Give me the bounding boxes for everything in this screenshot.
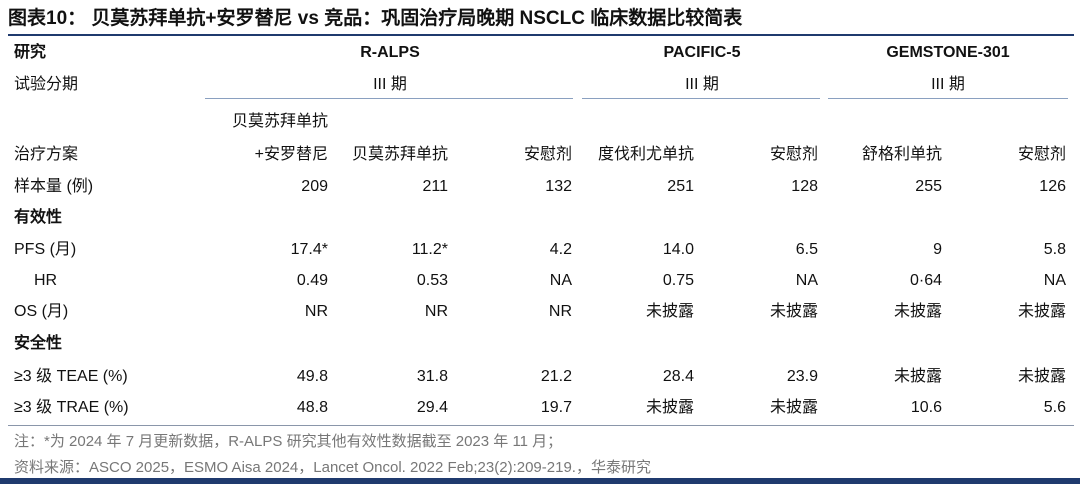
table-cell: 48.8 — [296, 399, 328, 416]
table-cell: 10.6 — [910, 399, 942, 416]
source-note: 资料来源：ASCO 2025，ESMO Aisa 2024，Lancet Onc… — [14, 459, 651, 476]
table-cell: 17.4* — [290, 241, 328, 258]
table-cell: 11.2* — [411, 241, 448, 258]
row-label: ≥3 级 TRAE (%) — [14, 399, 129, 416]
study-row-label: 研究 — [14, 44, 47, 61]
table-cell: NR — [548, 303, 572, 320]
phase-pacific-5: III 期 — [685, 76, 719, 93]
group-underline-pacific-5 — [582, 98, 820, 99]
regimen-label: 治疗方案 — [14, 146, 79, 163]
phase-label: 试验分期 — [14, 76, 79, 93]
section-heading-safety: 安全性 — [14, 335, 63, 352]
table-cell: 28.4 — [662, 368, 694, 385]
table-cell: 126 — [1039, 178, 1066, 195]
row-label: PFS (月) — [14, 241, 77, 258]
table-cell: 29.4 — [416, 399, 448, 416]
title-rule — [8, 34, 1074, 36]
regimen-arm: 度伐利尤单抗 — [597, 146, 694, 163]
phase-gemstone-301: III 期 — [931, 76, 965, 93]
table-cell: 未披露 — [1017, 368, 1066, 385]
table-cell: 21.2 — [540, 368, 572, 385]
table-cell: 132 — [545, 178, 572, 195]
table-cell: 未披露 — [645, 399, 694, 416]
study-r-alps: R-ALPS — [360, 44, 420, 61]
table-cell: 14.0 — [662, 241, 694, 258]
row-label: HR — [34, 272, 58, 289]
study-pacific-5: PACIFIC-5 — [663, 44, 741, 61]
table-bottom-rule — [8, 425, 1074, 426]
footnote: 注：*为 2024 年 7 月更新数据，R-ALPS 研究其他有效性数据截至 2… — [14, 433, 563, 450]
table-cell: 未披露 — [893, 368, 942, 385]
table-cell: 209 — [301, 178, 328, 195]
section-heading-efficacy: 有效性 — [14, 209, 63, 226]
regimen-combo-line2: +安罗替尼 — [254, 146, 328, 163]
table-cell: 0.53 — [416, 272, 448, 289]
table-cell: 4.2 — [549, 241, 572, 258]
regimen-combo-line1: 贝莫苏拜单抗 — [231, 113, 328, 130]
table-cell: NA — [795, 272, 818, 289]
table-cell: 251 — [667, 178, 694, 195]
row-label: 样本量 (例) — [14, 178, 94, 195]
table-cell: 5.6 — [1043, 399, 1066, 416]
regimen-arm: 安慰剂 — [523, 146, 572, 163]
regimen-arm: 舒格利单抗 — [861, 146, 942, 163]
table-cell: 128 — [791, 178, 818, 195]
table-cell: 23.9 — [786, 368, 818, 385]
table-cell: 未披露 — [893, 303, 942, 320]
table-cell: 未披露 — [1017, 303, 1066, 320]
row-label: OS (月) — [14, 303, 69, 320]
regimen-arm: 安慰剂 — [1017, 146, 1066, 163]
table-cell: 211 — [422, 178, 448, 195]
table-cell: 未披露 — [769, 303, 818, 320]
table-cell: NR — [424, 303, 448, 320]
table-cell: 5.8 — [1043, 241, 1066, 258]
regimen-arm: 贝莫苏拜单抗 — [351, 146, 448, 163]
regimen-arm: 安慰剂 — [769, 146, 818, 163]
table-cell: 未披露 — [769, 399, 818, 416]
figure-title: 图表10： 贝莫苏拜单抗+安罗替尼 vs 竞品：巩固治疗局晚期 NSCLC 临床… — [8, 8, 743, 29]
group-underline-gemstone-301 — [828, 98, 1068, 99]
table-cell: 31.8 — [416, 368, 448, 385]
table-cell: 0.49 — [296, 272, 328, 289]
footer-bar — [0, 478, 1080, 484]
table-cell: 49.8 — [296, 368, 328, 385]
phase-r-alps: III 期 — [373, 76, 407, 93]
group-underline-r-alps — [205, 98, 573, 99]
table-cell: 6.5 — [795, 241, 818, 258]
table-cell: NR — [304, 303, 328, 320]
table-cell: 0·64 — [909, 272, 942, 289]
table-cell: 9 — [933, 241, 942, 258]
table-cell: 255 — [915, 178, 942, 195]
study-gemstone-301: GEMSTONE-301 — [886, 44, 1010, 61]
table-cell: NA — [1043, 272, 1066, 289]
row-label: ≥3 级 TEAE (%) — [14, 368, 128, 385]
table-cell: 未披露 — [645, 303, 694, 320]
table-cell: 19.7 — [540, 399, 572, 416]
table-cell: NA — [549, 272, 572, 289]
table-cell: 0.75 — [662, 272, 694, 289]
